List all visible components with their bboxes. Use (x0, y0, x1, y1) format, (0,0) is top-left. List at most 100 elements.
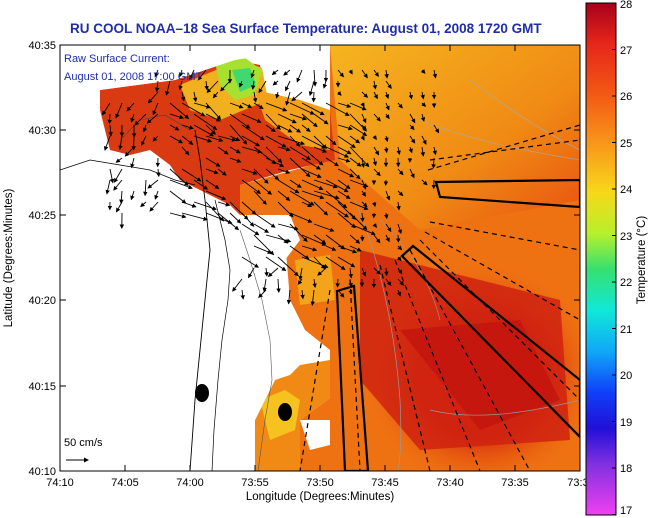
current-vector (193, 113, 218, 131)
current-vector (301, 113, 318, 128)
current-vector (253, 179, 272, 195)
current-vector (147, 179, 159, 189)
current-vector (154, 80, 160, 93)
current-vector (384, 135, 389, 143)
current-vector (348, 69, 353, 75)
current-vector (301, 179, 324, 190)
current-vector (250, 69, 255, 79)
current-vector (337, 190, 351, 199)
current-vector (397, 278, 404, 286)
current-vector (258, 289, 267, 298)
current-vector (349, 168, 361, 180)
current-vector (217, 168, 227, 176)
current-vector (289, 157, 311, 178)
current-vector (205, 135, 224, 143)
current-vector (277, 179, 300, 194)
current-vector (169, 124, 180, 131)
current-vector (169, 168, 189, 187)
current-vector (229, 157, 242, 163)
scale-label: 50 cm/s (64, 437, 103, 449)
current-vector (313, 234, 327, 244)
x-tick-label: 73:3 (567, 477, 588, 489)
current-vector (325, 179, 349, 193)
current-vector (272, 80, 279, 86)
current-vector (349, 102, 367, 111)
current-vector (361, 69, 368, 79)
colorbar-label: Temperature (°C) (636, 216, 648, 304)
current-vector (232, 278, 243, 292)
current-vector (336, 91, 342, 96)
current-vector (253, 102, 264, 110)
current-vector (349, 223, 376, 236)
current-vector (361, 179, 367, 190)
current-vector (325, 190, 348, 209)
current-vector (325, 157, 339, 167)
current-vector (253, 212, 276, 228)
current-vector (229, 212, 242, 224)
current-vector (118, 135, 123, 151)
current-vector (205, 190, 227, 200)
current-vector (360, 102, 365, 108)
current-vector (143, 179, 148, 197)
current-vector (361, 91, 369, 98)
current-vector (253, 190, 267, 205)
current-vector (241, 135, 261, 147)
current-vector (337, 201, 357, 220)
current-vector (283, 69, 291, 76)
current-vector (193, 102, 211, 109)
current-vector (193, 135, 213, 143)
current-vector (181, 124, 194, 130)
current-vector (265, 146, 283, 164)
current-vector (205, 124, 216, 135)
current-vector (146, 113, 159, 124)
current-vector (396, 289, 402, 297)
current-vector (189, 69, 195, 81)
current-vector (217, 135, 237, 142)
survey-boxes (335, 178, 580, 471)
current-vector (205, 157, 221, 167)
current-vector (178, 69, 184, 78)
y-tick-label: 40:30 (28, 125, 56, 137)
current-vector (349, 245, 362, 252)
colorbar-tick-label: 28 (620, 0, 632, 11)
current-vector (265, 256, 287, 272)
current-vector (289, 124, 302, 133)
current-vector (372, 223, 377, 229)
current-vector (289, 135, 301, 147)
current-vector (313, 146, 328, 153)
current-vector (154, 69, 159, 78)
current-vector (301, 124, 311, 132)
current-vector (181, 212, 208, 221)
x-tick-label: 74:05 (111, 477, 139, 489)
current-vector (142, 124, 148, 133)
current-vector (373, 234, 381, 244)
current-vector (373, 69, 379, 78)
current-vector (313, 190, 340, 200)
current-vector (385, 102, 390, 111)
current-vector (205, 212, 233, 224)
current-vector (154, 190, 159, 200)
current-vector (205, 113, 221, 122)
current-vector (349, 146, 370, 168)
current-vector (126, 102, 135, 112)
current-vector (238, 80, 244, 88)
colorbar-tick-label: 23 (620, 231, 632, 243)
current-vector (337, 102, 352, 108)
current-vector (431, 157, 436, 169)
current-vector (241, 102, 253, 108)
current-vector (396, 146, 401, 156)
current-vector (265, 157, 285, 167)
y-tick-label: 40:10 (28, 466, 56, 478)
current-vector (337, 256, 356, 268)
current-vector (396, 201, 401, 211)
y-tick-label: 40:25 (28, 210, 56, 222)
current-vector (205, 179, 220, 190)
current-vector (349, 212, 368, 231)
current-vector (277, 256, 299, 277)
current-vector (322, 80, 328, 89)
current-vector (384, 91, 390, 99)
sst-field (60, 45, 580, 471)
colorbar-tick-label: 19 (620, 417, 632, 429)
current-vector (169, 135, 184, 144)
